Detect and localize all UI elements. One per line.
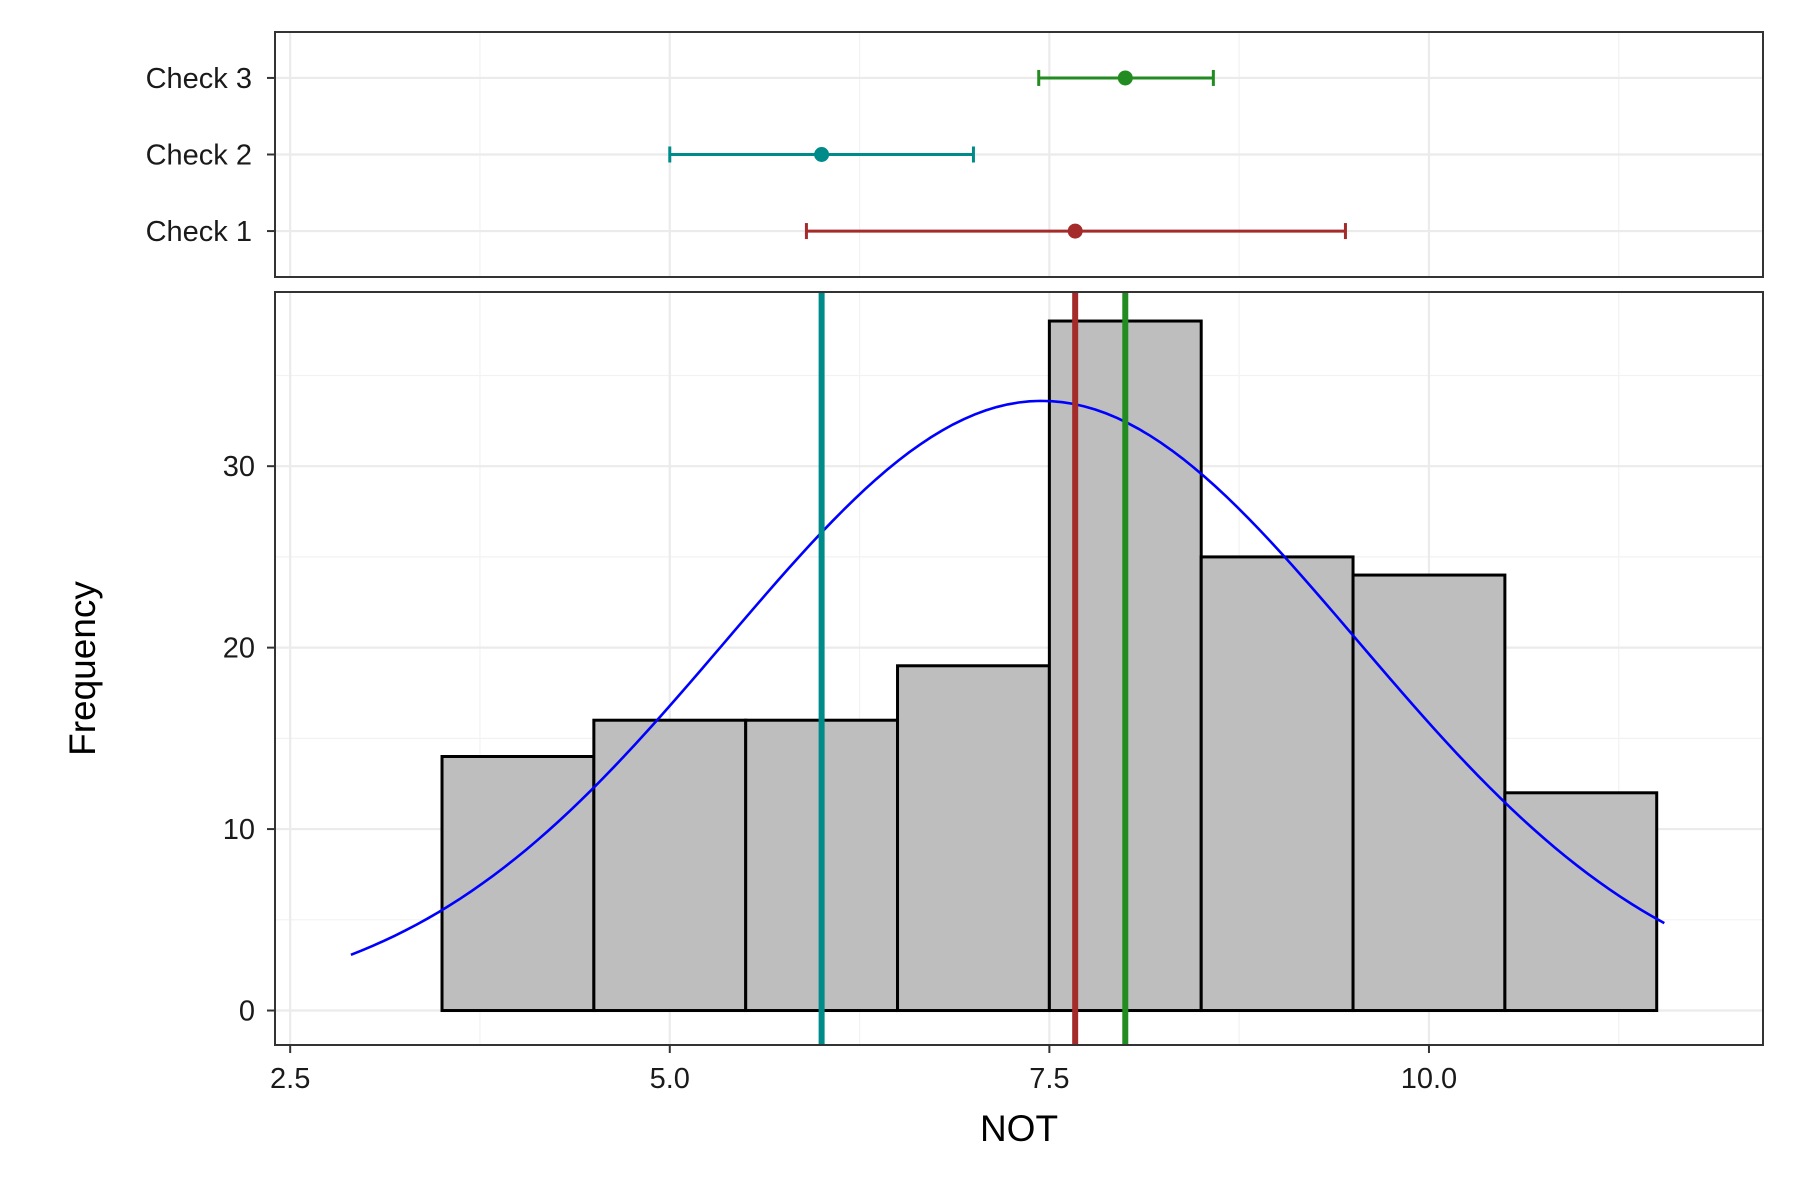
- interval-label: Check 1: [146, 216, 252, 248]
- interval-3: [1037, 69, 1215, 86]
- histogram-bar: [1199, 555, 1355, 1013]
- interval-panel-border: [274, 31, 1764, 278]
- histogram-bar: [440, 755, 596, 1013]
- interval-2: [668, 146, 975, 163]
- y-tick-label: 10: [223, 814, 255, 846]
- y-tick-label: 0: [239, 996, 255, 1028]
- interval-label: Check 2: [146, 140, 252, 172]
- histogram-bar: [896, 664, 1051, 1013]
- histogram-bar: [1351, 573, 1507, 1013]
- x-axis: 2.5 5.0 7.5 10.0: [270, 1045, 1457, 1095]
- histogram-bar: [592, 718, 748, 1013]
- interval-point: [814, 147, 830, 162]
- x-tick-label: 2.5: [270, 1063, 310, 1095]
- y-tick-label: 20: [223, 633, 255, 665]
- interval-label: Check 3: [146, 63, 252, 95]
- interval-panel: Check 1 Check 2 Check 3: [146, 31, 1764, 278]
- y-axis-title: Frequency: [62, 581, 103, 756]
- normal-curve: [350, 399, 1665, 957]
- x-tick-label: 5.0: [650, 1063, 690, 1095]
- histogram-panel: 0 10 20 30: [223, 291, 1764, 1046]
- histogram-bar: [1503, 791, 1659, 1013]
- interval-point: [1067, 223, 1083, 239]
- histogram-panel-border: [274, 291, 1764, 1046]
- x-axis-title: NOT: [980, 1108, 1058, 1149]
- y-tick-label: 30: [223, 451, 255, 483]
- interval-1: [804, 223, 1347, 240]
- interval-point: [1117, 70, 1133, 86]
- x-tick-label: 7.5: [1029, 1063, 1069, 1095]
- x-tick-label: 10.0: [1401, 1063, 1457, 1095]
